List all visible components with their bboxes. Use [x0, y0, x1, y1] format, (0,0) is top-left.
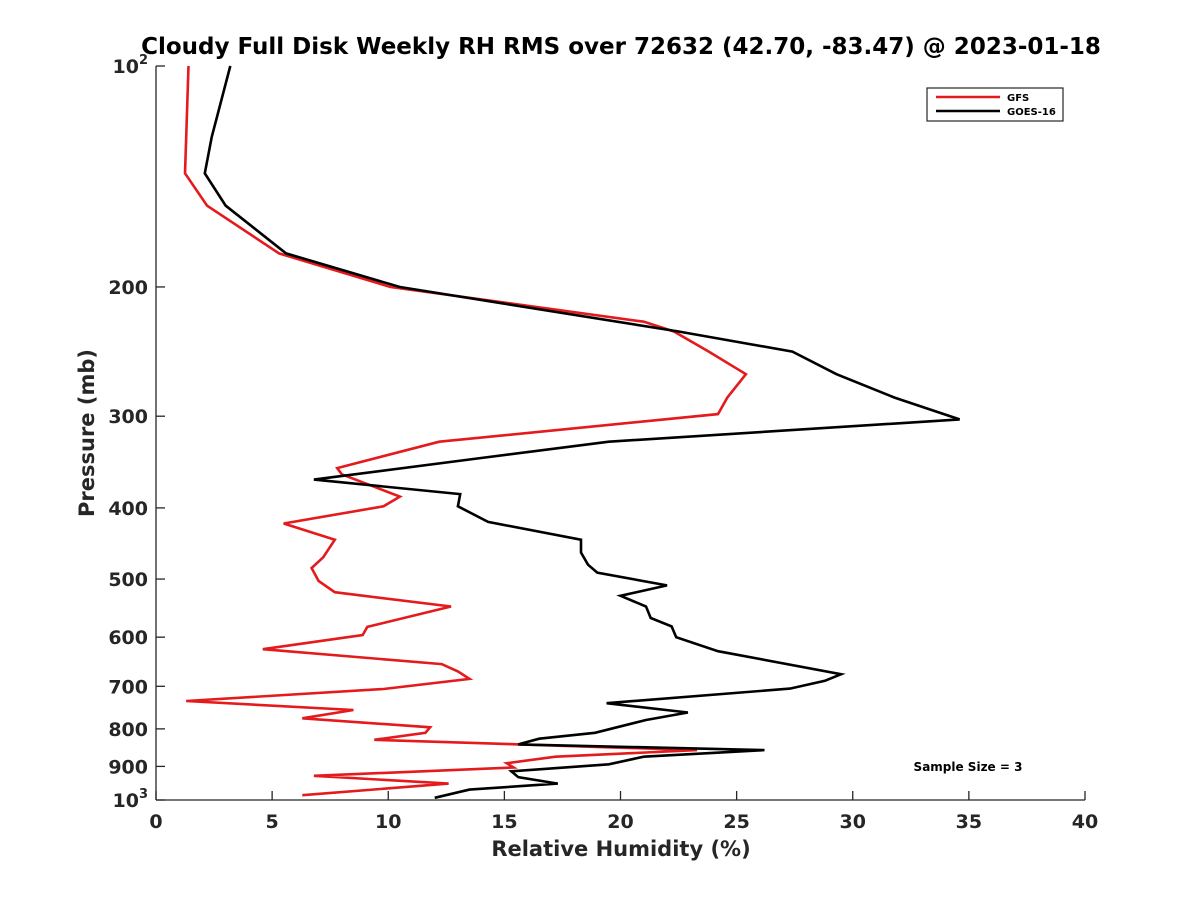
legend-label: GFS: [1007, 93, 1029, 104]
y-tick-label: 102: [113, 53, 149, 78]
x-tick-label: 20: [607, 811, 633, 833]
y-tick-label: 700: [108, 676, 148, 698]
series-line-goes-16: [203, 65, 961, 800]
y-tick-label: 300: [108, 406, 148, 428]
y-tick-label: 400: [108, 498, 148, 520]
legend: GFS GOES-16: [926, 87, 1064, 122]
y-tick-label: 800: [108, 719, 148, 741]
x-tick-label: 15: [491, 811, 517, 833]
x-tick-label: 40: [1072, 811, 1098, 833]
y-tick-label: 200: [108, 277, 148, 299]
legend-box: [926, 87, 1064, 122]
x-tick-label: 25: [723, 811, 749, 833]
y-tick-label: 500: [108, 569, 148, 591]
y-tick-label: 103: [113, 787, 149, 812]
x-tick-label: 0: [149, 811, 162, 833]
x-tick-label: 10: [375, 811, 401, 833]
chart-title: Cloudy Full Disk Weekly RH RMS over 7263…: [141, 34, 1101, 60]
x-axis-label: Relative Humidity (%): [491, 837, 750, 861]
series-line-gfs: [183, 65, 748, 797]
sample-size-annotation: Sample Size = 3: [914, 760, 1023, 774]
x-tick-label: 30: [840, 811, 866, 833]
y-tick-label: 600: [108, 627, 148, 649]
x-tick-label: 5: [266, 811, 279, 833]
axes-layer: 0 5 10 15 20 25 30 35 40 102 200 300 400 500 600 700 800…: [108, 53, 1098, 833]
legend-label: GOES-16: [1007, 107, 1056, 118]
y-tick-label: 900: [108, 756, 148, 778]
y-axis-label: Pressure (mb): [75, 349, 99, 517]
x-tick-label: 35: [956, 811, 982, 833]
series-layer: [183, 65, 961, 800]
